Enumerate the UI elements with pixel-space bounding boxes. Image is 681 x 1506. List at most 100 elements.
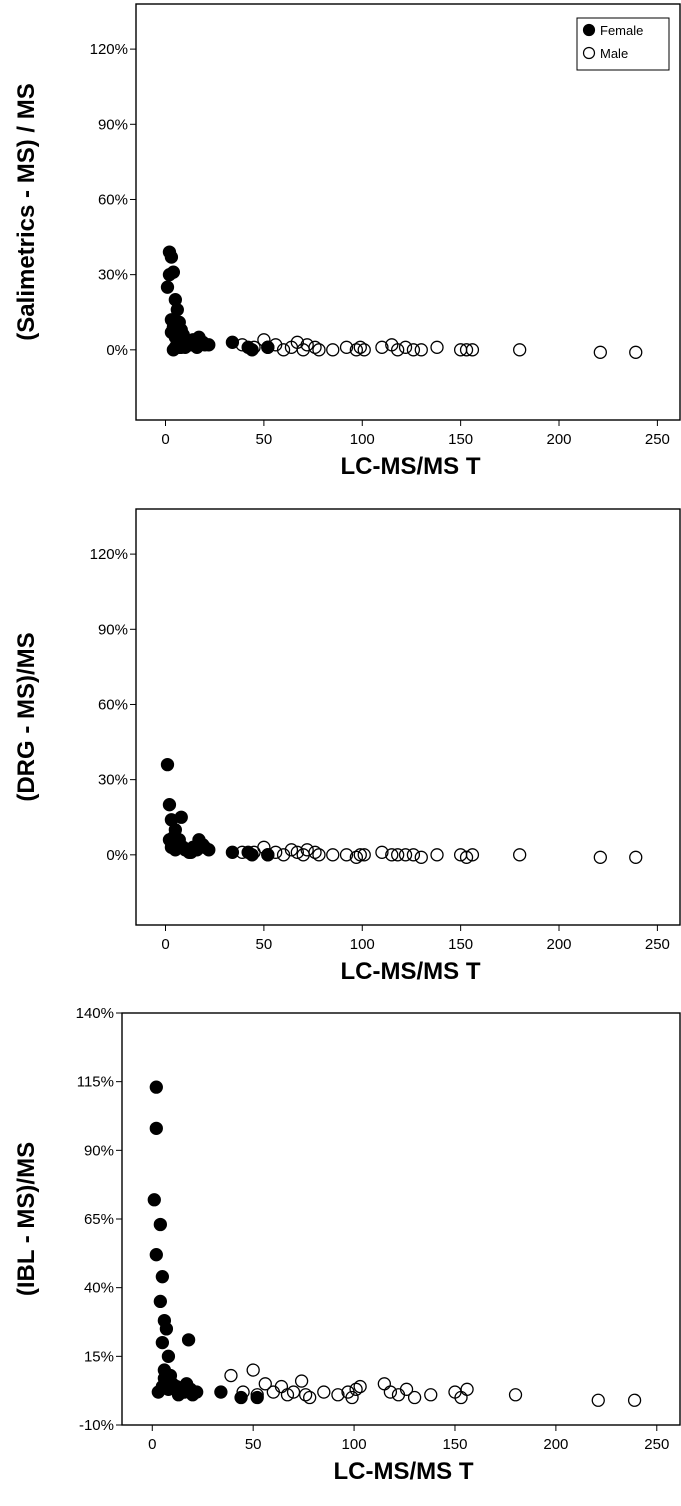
x-tick-label: 50 — [256, 936, 273, 953]
male-point — [246, 1363, 260, 1377]
series-male — [235, 840, 643, 864]
male-point — [391, 343, 405, 357]
female-point — [198, 338, 212, 352]
male-point — [294, 1374, 309, 1388]
x-axis-title: LC-MS/MS T — [341, 958, 481, 985]
female-point — [153, 1294, 167, 1309]
male-point — [312, 848, 326, 862]
x-tick-label: 200 — [546, 936, 571, 953]
male-point — [280, 1388, 295, 1402]
series-male — [235, 333, 643, 359]
y-tick-label: 0% — [106, 847, 128, 864]
female-point — [214, 1385, 228, 1399]
male-point — [290, 845, 304, 859]
y-tick-label: 115% — [77, 1074, 114, 1091]
male-point — [414, 343, 428, 357]
male-point — [353, 1379, 367, 1394]
male-point — [430, 848, 444, 862]
y-tick-label: 90% — [84, 1142, 114, 1159]
male-point — [424, 1388, 438, 1402]
male-point — [326, 343, 340, 357]
y-tick-label: -10% — [79, 1417, 114, 1434]
female-point — [234, 1390, 248, 1405]
male-point — [349, 343, 364, 357]
y-tick-label: 30% — [98, 772, 128, 789]
female-point — [149, 1080, 163, 1094]
female-point — [181, 1333, 196, 1347]
male-point — [375, 845, 389, 859]
x-tick-label: 200 — [546, 431, 571, 448]
male-point — [414, 850, 428, 864]
male-point — [224, 1368, 238, 1383]
male-point — [460, 1382, 474, 1396]
male-point — [593, 850, 607, 864]
female-point — [168, 843, 183, 857]
male-point — [300, 843, 314, 857]
x-tick-label: 150 — [448, 936, 473, 953]
female-point — [225, 845, 240, 859]
female-point — [170, 303, 184, 317]
male-point — [383, 1385, 398, 1399]
male-point — [391, 848, 405, 862]
male-point — [629, 345, 643, 359]
male-point — [591, 1393, 605, 1407]
female-point — [250, 1390, 264, 1405]
male-point — [398, 848, 413, 862]
plot-frame — [135, 3, 681, 421]
y-axis-title: (DRG - MS)/MS — [13, 632, 40, 801]
male-point — [286, 1385, 301, 1399]
male-point — [357, 343, 371, 357]
female-point — [261, 848, 275, 862]
legend-label-female: Female — [600, 23, 643, 38]
female-point — [149, 1248, 163, 1262]
male-point — [406, 848, 421, 862]
female-point — [166, 265, 181, 279]
male-point — [349, 850, 364, 864]
male-point — [385, 848, 399, 862]
male-point — [276, 848, 291, 862]
female-legend-marker — [582, 23, 596, 37]
female-point — [161, 1349, 176, 1363]
x-tick-label: 250 — [645, 431, 670, 448]
male-point — [345, 1390, 359, 1405]
y-tick-label: 60% — [98, 191, 128, 208]
male-point — [317, 1385, 331, 1399]
male-point — [284, 843, 299, 857]
chart-panel-1: 0% 30% 60% 90% 120% 0 50 100 150 200 250 LC-MS/MS T… — [13, 3, 681, 480]
y-axis-title: (IBL - MS)/MS — [13, 1142, 40, 1296]
series-female — [160, 757, 275, 862]
male-point — [593, 345, 607, 359]
male-point — [308, 340, 322, 354]
y-tick-label: 140% — [76, 1005, 114, 1022]
x-tick-label: 0 — [161, 936, 169, 953]
male-point — [406, 343, 421, 357]
male-point — [459, 850, 474, 864]
male-point — [513, 848, 527, 862]
male-point — [513, 343, 527, 357]
y-tick-label: 65% — [84, 1211, 114, 1228]
male-point — [300, 338, 314, 352]
male-point — [308, 845, 322, 859]
x-tick-label: 150 — [442, 1436, 467, 1453]
male-point — [399, 1382, 414, 1396]
x-tick-label: 100 — [350, 936, 375, 953]
female-point — [157, 1371, 172, 1385]
male-point — [465, 848, 480, 862]
male-point — [357, 848, 371, 862]
male-point — [339, 340, 354, 354]
series-male — [224, 1363, 642, 1407]
male-point — [375, 340, 389, 354]
y-tick-label: 40% — [84, 1280, 114, 1297]
female-point — [185, 1388, 200, 1402]
male-point — [629, 850, 643, 864]
y-axis-title: (Salimetrics - MS) / MS — [13, 83, 40, 340]
x-tick-label: 50 — [245, 1436, 262, 1453]
female-point — [159, 1322, 174, 1336]
chart-panel-2: 0% 30% 60% 90% 120% 0 50 100 150 200 250 LC-MS/MS T… — [13, 508, 681, 985]
female-point — [245, 848, 259, 862]
x-tick-label: 250 — [644, 1436, 669, 1453]
female-point — [245, 343, 259, 357]
male-point — [312, 343, 326, 357]
